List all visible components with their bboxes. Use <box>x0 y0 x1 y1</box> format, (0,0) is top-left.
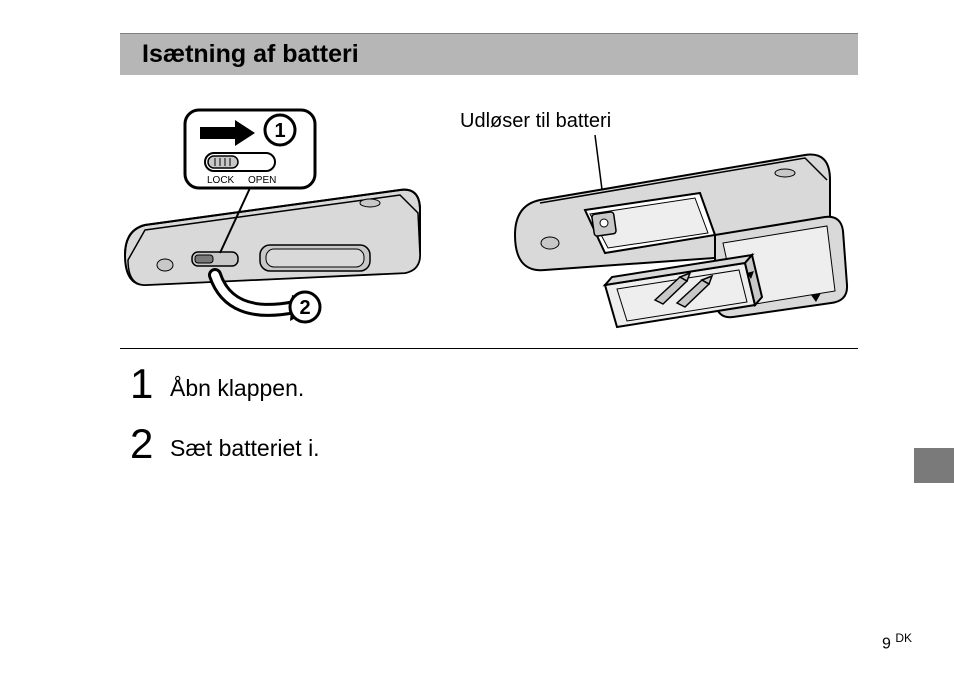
section-heading-text: Isætning af batteri <box>142 40 359 69</box>
manual-page: Isætning af batteri Udløser til batteri <box>0 0 954 673</box>
step-text-1: Åbn klappen. <box>170 375 304 402</box>
section-divider <box>120 348 858 349</box>
page-number: 9 <box>882 635 891 652</box>
step-number-2: 2 <box>130 420 170 468</box>
page-footer: 9 DK <box>882 631 912 653</box>
step-number-1: 1 <box>130 360 170 408</box>
camera-bottom-left <box>125 190 420 285</box>
step-marker-2: 2 <box>290 292 320 322</box>
step-marker-1: 1 <box>265 115 295 145</box>
section-heading-bar: Isætning af batteri <box>120 33 858 75</box>
language-code: DK <box>895 631 912 645</box>
svg-text:2: 2 <box>299 297 310 319</box>
battery-eject-lever <box>592 212 617 237</box>
thumb-index-tab <box>914 448 954 483</box>
left-illustration: LOCK OPEN 1 2 <box>120 95 450 340</box>
step-2: 2 Sæt batteriet i. <box>130 420 320 468</box>
right-illustration <box>455 95 855 340</box>
step-text-2: Sæt batteriet i. <box>170 435 320 462</box>
lock-label: LOCK <box>207 175 235 186</box>
diagram-area: LOCK OPEN 1 2 <box>120 95 858 340</box>
step-1: 1 Åbn klappen. <box>130 360 304 408</box>
svg-text:1: 1 <box>274 120 285 142</box>
open-label: OPEN <box>248 175 276 186</box>
